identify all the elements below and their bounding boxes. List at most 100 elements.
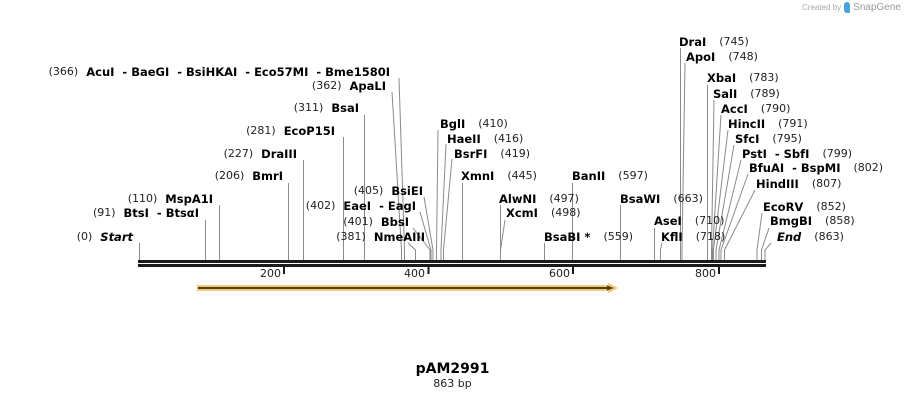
cut-line-sfci: [715, 144, 735, 260]
cut-line-hindiii: [724, 189, 756, 260]
ruler-tick-800: [718, 267, 720, 274]
ruler-label-200: 200: [260, 267, 281, 280]
site-position: (91): [92, 206, 116, 219]
site-name: End: [777, 230, 802, 244]
site-label-apoi[interactable]: ApoI (748): [686, 50, 758, 64]
plasmid-length: 863 bp: [433, 377, 472, 390]
cut-line-ecorv: [756, 212, 763, 260]
site-position: (858): [825, 214, 855, 227]
created-by-text: Created by: [802, 2, 842, 12]
site-position: (445): [507, 169, 537, 182]
site-position: (745): [719, 35, 749, 48]
site-label-psti[interactable]: PstI - SbfI (799): [742, 147, 852, 161]
cut-line-bsrfi: [443, 158, 453, 260]
site-name: EaeI - EagI: [343, 199, 416, 213]
site-label-asei[interactable]: AseI (710): [654, 214, 724, 228]
ruler-ticks: [283, 267, 720, 274]
cut-line-bme1580i: [398, 77, 405, 260]
site-name: AccI: [721, 102, 748, 116]
site-name: AlwNI: [499, 192, 537, 206]
site-position: (799): [822, 147, 853, 160]
site-position: (281): [246, 124, 276, 137]
site-label-draiii[interactable]: (227) DraIII: [224, 147, 297, 161]
cut-line-xcmi: [500, 219, 506, 260]
site-name: BmgBI: [770, 214, 813, 228]
site-position: (748): [728, 50, 758, 63]
site-label-hincii[interactable]: HincII (791): [728, 117, 808, 131]
site-position: (0): [76, 230, 93, 243]
site-label-haeii[interactable]: HaeII (416): [447, 132, 523, 146]
site-label-sfci[interactable]: SfcI (795): [735, 132, 802, 146]
site-label-bsabi[interactable]: BsaBI * (559): [544, 230, 633, 244]
site-label-xbai[interactable]: XbaI (783): [707, 71, 779, 85]
site-name: XbaI: [707, 71, 737, 85]
site-label-banii[interactable]: BanII (597): [572, 169, 648, 183]
site-label-hindiii[interactable]: HindIII (807): [756, 177, 841, 191]
cut-line-nmeaiii: [407, 242, 416, 260]
site-name: EcoRV: [763, 200, 804, 214]
site-position: (362): [311, 79, 342, 92]
site-label-eaei[interactable]: (402) EaeI - EagI: [306, 199, 416, 213]
site-label-ecorv[interactable]: EcoRV (852): [763, 200, 846, 214]
site-label-bsawi[interactable]: BsaWI (663): [620, 192, 703, 206]
site-position: (227): [223, 147, 254, 160]
site-label-ecop15i[interactable]: (281) EcoP15I: [246, 124, 335, 138]
site-label-bsrfi[interactable]: BsrFI (419): [454, 147, 530, 161]
site-name: Start: [100, 230, 133, 244]
site-position: (790): [760, 102, 791, 115]
site-position: (110): [127, 192, 158, 205]
site-label-alwni[interactable]: AlwNI (497): [499, 192, 579, 206]
cut-line-bmgbi: [761, 227, 770, 260]
site-position: (663): [673, 192, 703, 205]
site-label-acci[interactable]: AccI (790): [721, 102, 790, 116]
site-position: (783): [749, 71, 779, 84]
cut-line-psti: [718, 159, 742, 260]
site-position: (597): [618, 169, 648, 182]
site-label-bsiei[interactable]: (405) BsiEI: [354, 184, 423, 198]
site-label-kfli[interactable]: KflI (718): [661, 230, 725, 244]
site-label-drai[interactable]: DraI (745): [679, 35, 749, 49]
site-name: DraI: [679, 35, 707, 49]
site-position: (863): [814, 230, 844, 243]
site-name: HincII: [728, 117, 766, 131]
site-label-start[interactable]: (0) Start: [77, 230, 133, 244]
site-label-nmeaiii[interactable]: (381) NmeAIII: [336, 230, 425, 244]
cut-line-eaei: [419, 211, 432, 260]
site-label-bmri[interactable]: (206) BmrI: [215, 169, 283, 183]
site-position: (401): [343, 215, 373, 228]
site-label-mspa1i[interactable]: (110) MspA1I: [128, 192, 213, 206]
site-label-end[interactable]: End (863): [777, 230, 844, 244]
site-position: (416): [493, 132, 524, 145]
ruler-label-600: 600: [549, 267, 570, 280]
site-label-xmni[interactable]: XmnI (445): [461, 169, 537, 183]
site-position: (402): [305, 199, 336, 212]
cut-line-sali: [711, 99, 715, 260]
site-name: XcmI: [506, 206, 538, 220]
site-name: BglI: [440, 117, 466, 131]
site-label-xcmi[interactable]: XcmI (498): [506, 206, 581, 220]
site-label-btsi[interactable]: (91) BtsI - BtsαI: [93, 206, 199, 220]
site-label-bbsi[interactable]: (401) BbsI: [343, 215, 409, 229]
feature-arrow[interactable]: [197, 283, 618, 293]
site-position: (311): [293, 101, 324, 114]
site-position: (366): [48, 65, 79, 78]
site-label-bfuai[interactable]: BfuAI - BspMI (802): [749, 161, 883, 175]
site-position: (791): [778, 117, 808, 130]
site-name: BtsI - BtsαI: [123, 206, 199, 220]
site-position: (410): [478, 117, 508, 130]
snapgene-logo-icon: [844, 1, 851, 13]
site-name: BsiEI: [391, 184, 423, 198]
cut-line-acci: [712, 114, 722, 260]
site-position: (206): [214, 169, 245, 182]
dna-backbone-top-strand: [138, 260, 766, 263]
site-name: HaeII: [447, 132, 481, 146]
site-label-bgli[interactable]: BglI (410): [440, 117, 508, 131]
site-label-bsai[interactable]: (311) BsaI: [294, 101, 359, 115]
site-label-acui-group[interactable]: (366) AcuI - BaeGI - BsiHKAI - Eco57MI -…: [49, 65, 390, 79]
site-label-sali[interactable]: SalI (789): [713, 87, 780, 101]
ruler-tick-400: [427, 267, 430, 274]
plasmid-name: pAM2991: [415, 361, 490, 377]
site-name: KflI: [661, 230, 683, 244]
site-label-bmgbi[interactable]: BmgBI (858): [770, 214, 855, 228]
site-label-apali[interactable]: (362) ApaLI: [312, 79, 386, 93]
